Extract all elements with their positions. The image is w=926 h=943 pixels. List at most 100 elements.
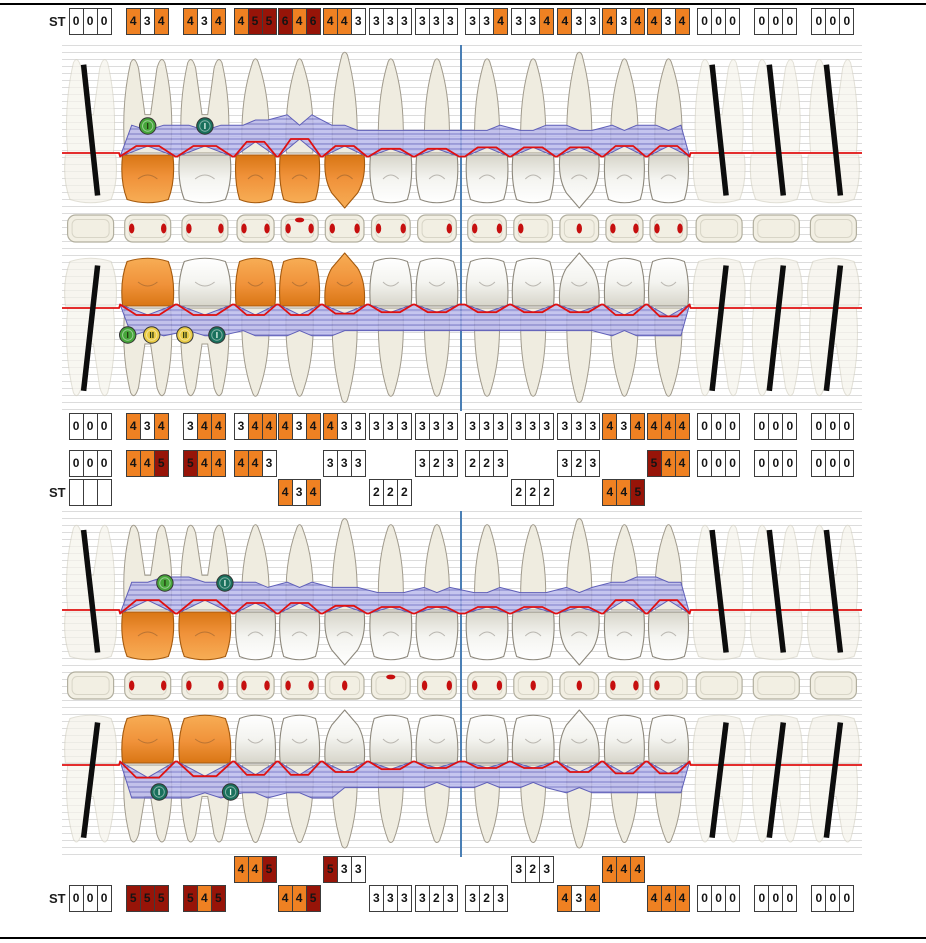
tooth-38-mandible-lingual[interactable] (806, 524, 860, 661)
tooth-48-mandible-buccal[interactable] (64, 714, 118, 843)
occlusal-tooth-42[interactable] (370, 671, 411, 700)
st-probing-depth-box[interactable]: 4 (493, 8, 509, 35)
occlusal-tooth-35[interactable] (649, 671, 688, 700)
st-probing-depth-box[interactable]: 0 (711, 413, 727, 440)
occlusal-tooth-13[interactable] (324, 214, 365, 243)
tooth-18-maxilla-palatal[interactable] (64, 257, 118, 397)
st-probing-depth-box[interactable]: 5 (261, 8, 277, 35)
st-probing-depth-box[interactable]: 0 (768, 885, 784, 912)
st-probing-depth-box[interactable]: 4 (674, 450, 690, 477)
st-probing-depth-box[interactable]: 3 (291, 479, 307, 506)
st-probing-depth-box[interactable]: 4 (233, 450, 249, 477)
st-probing-depth-box[interactable]: 4 (305, 479, 321, 506)
occlusal-tooth-11[interactable] (417, 214, 457, 243)
st-probing-depth-box[interactable]: 4 (139, 450, 155, 477)
furcation-marker-tooth-47[interactable]: I (156, 574, 174, 592)
furcation-marker-tooth-16[interactable]: I (196, 117, 214, 135)
st-probing-depth-box[interactable]: 4 (602, 856, 618, 883)
st-probing-depth-box[interactable]: 0 (96, 413, 112, 440)
st-probing-depth-box[interactable]: 0 (825, 413, 841, 440)
st-probing-depth-box[interactable]: 3 (414, 450, 430, 477)
st-probing-depth-box[interactable]: 3 (336, 856, 352, 883)
st-probing-depth-box[interactable]: 3 (660, 8, 676, 35)
st-probing-depth-box[interactable]: 4 (125, 450, 141, 477)
st-probing-depth-box[interactable]: 2 (479, 885, 495, 912)
st-probing-depth-box[interactable]: 4 (322, 8, 338, 35)
st-probing-depth-box[interactable]: 4 (660, 450, 676, 477)
st-probing-depth-box[interactable]: 5 (182, 885, 198, 912)
st-probing-depth-box[interactable]: 5 (322, 856, 338, 883)
occlusal-tooth-14[interactable] (280, 214, 319, 243)
occlusal-tooth-48[interactable] (66, 671, 115, 700)
st-probing-depth-box[interactable]: 3 (139, 8, 155, 35)
st-probing-depth-box[interactable]: 0 (82, 413, 98, 440)
furcation-marker-tooth-17[interactable]: I (119, 326, 137, 344)
st-probing-depth-box[interactable]: 4 (602, 8, 618, 35)
occlusal-tooth-24[interactable] (605, 214, 644, 243)
st-probing-depth-box[interactable]: 4 (602, 479, 618, 506)
occlusal-tooth-43[interactable] (324, 671, 365, 700)
st-probing-depth-box[interactable]: 6 (305, 8, 321, 35)
tooth-42-mandible-lingual[interactable] (369, 524, 413, 661)
st-probing-depth-box[interactable] (82, 479, 98, 506)
occlusal-tooth-46[interactable] (181, 671, 229, 700)
st-probing-depth-box[interactable]: 4 (630, 413, 646, 440)
occlusal-tooth-12[interactable] (370, 214, 411, 243)
st-probing-depth-box[interactable]: 4 (247, 856, 263, 883)
st-probing-depth-box[interactable]: 5 (153, 450, 169, 477)
occlusal-tooth-44[interactable] (280, 671, 319, 700)
st-probing-depth-box[interactable]: 0 (839, 413, 855, 440)
occlusal-tooth-26[interactable] (695, 214, 743, 243)
st-probing-depth-box[interactable]: 4 (646, 8, 662, 35)
tooth-36-mandible-buccal[interactable] (692, 714, 746, 843)
st-probing-depth-box[interactable]: 4 (322, 413, 338, 440)
st-probing-depth-box[interactable]: 3 (368, 885, 384, 912)
st-probing-depth-box[interactable]: 0 (754, 885, 770, 912)
st-probing-depth-box[interactable]: 3 (414, 413, 430, 440)
tooth-33-mandible-lingual[interactable] (558, 518, 600, 666)
st-probing-depth-box[interactable]: 4 (277, 413, 293, 440)
st-probing-depth-box[interactable]: 4 (277, 479, 293, 506)
st-probing-depth-box[interactable]: 5 (261, 856, 277, 883)
occlusal-tooth-32[interactable] (513, 671, 554, 700)
furcation-marker-tooth-16[interactable]: II (176, 326, 194, 344)
tooth-36-mandible-lingual[interactable] (692, 524, 746, 661)
st-probing-depth-box[interactable]: 5 (305, 885, 321, 912)
st-probing-depth-box[interactable]: 0 (697, 885, 713, 912)
st-probing-depth-box[interactable]: 0 (839, 450, 855, 477)
st-probing-depth-box[interactable]: 3 (382, 413, 398, 440)
st-probing-depth-box[interactable]: 0 (754, 8, 770, 35)
st-probing-depth-box[interactable]: 0 (68, 8, 84, 35)
st-probing-depth-box[interactable]: 4 (153, 413, 169, 440)
st-probing-depth-box[interactable]: 0 (825, 8, 841, 35)
st-probing-depth-box[interactable]: 2 (525, 479, 541, 506)
st-probing-depth-box[interactable]: 3 (465, 8, 481, 35)
st-probing-depth-box[interactable]: 3 (442, 8, 458, 35)
furcation-marker-tooth-46[interactable]: I (216, 574, 234, 592)
tooth-27-maxilla-buccal[interactable] (749, 59, 803, 204)
occlusal-tooth-21[interactable] (467, 214, 508, 243)
furcation-marker-tooth-17[interactable]: II (143, 326, 161, 344)
st-probing-depth-box[interactable]: 0 (68, 450, 84, 477)
st-probing-depth-box[interactable]: 3 (336, 413, 352, 440)
st-probing-depth-box[interactable]: 4 (305, 413, 321, 440)
occlusal-tooth-47[interactable] (124, 671, 172, 700)
occlusal-tooth-33[interactable] (559, 671, 600, 700)
st-probing-depth-box[interactable]: 3 (493, 413, 509, 440)
st-probing-depth-box[interactable]: 0 (725, 885, 741, 912)
st-probing-depth-box[interactable]: 2 (465, 450, 481, 477)
st-probing-depth-box[interactable]: 5 (182, 450, 198, 477)
tooth-48-mandible-lingual[interactable] (64, 524, 118, 661)
st-probing-depth-box[interactable]: 3 (585, 450, 601, 477)
st-probing-depth-box[interactable]: 4 (210, 8, 226, 35)
st-probing-depth-box[interactable]: 3 (479, 413, 495, 440)
st-probing-depth-box[interactable]: 0 (82, 8, 98, 35)
st-probing-depth-box[interactable]: 4 (674, 413, 690, 440)
st-probing-depth-box[interactable]: 0 (754, 450, 770, 477)
st-probing-depth-box[interactable]: 2 (396, 479, 412, 506)
st-probing-depth-box[interactable]: 3 (414, 8, 430, 35)
st-probing-depth-box[interactable]: 3 (616, 8, 632, 35)
tooth-28-maxilla-buccal[interactable] (806, 59, 860, 204)
st-probing-depth-box[interactable]: 3 (182, 413, 198, 440)
occlusal-tooth-27[interactable] (752, 214, 800, 243)
